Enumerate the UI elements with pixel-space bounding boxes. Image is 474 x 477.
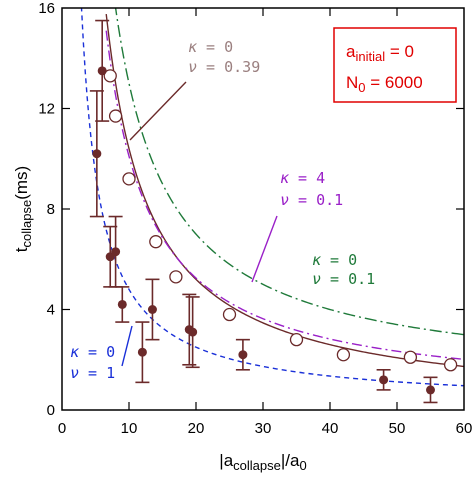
leader-kappa0-nu039 bbox=[129, 81, 187, 141]
simulation-point bbox=[149, 235, 163, 249]
info-box-frame bbox=[333, 27, 457, 103]
experimental-point bbox=[376, 368, 391, 391]
experimental-point bbox=[89, 90, 104, 218]
experimental-point bbox=[145, 278, 160, 341]
experimental-dot bbox=[147, 305, 157, 314]
simulation-point bbox=[443, 358, 458, 372]
experimental-dot bbox=[117, 299, 127, 309]
experimental-point bbox=[135, 321, 150, 384]
y-tick-label: 8 bbox=[47, 201, 55, 218]
svg-text:ν = 1: ν = 1 bbox=[70, 364, 115, 382]
experimental-point bbox=[235, 338, 250, 371]
simulation-point bbox=[103, 69, 117, 83]
info-box: ainitial = 0 N0 = 6000 bbox=[333, 27, 457, 103]
simulation-markers bbox=[103, 69, 458, 372]
y-tick-label: 12 bbox=[38, 101, 55, 118]
info-box-line2: N0 = 6000 bbox=[346, 73, 423, 95]
curve-kappa0-nu01 bbox=[114, 8, 464, 336]
experimental-point bbox=[185, 296, 200, 369]
curve-kappa4-nu01 bbox=[105, 30, 464, 361]
experimental-point bbox=[115, 286, 130, 323]
experimental-dot bbox=[97, 66, 107, 76]
simulation-point bbox=[122, 172, 136, 186]
simulation-point bbox=[169, 270, 183, 284]
experimental-point bbox=[95, 19, 110, 122]
x-tick-label: 10 bbox=[121, 420, 138, 437]
x-tick-label: 0 bbox=[58, 420, 66, 437]
experimental-dot bbox=[111, 247, 121, 257]
x-tick-label: 40 bbox=[322, 420, 339, 437]
experimental-dot bbox=[238, 350, 248, 360]
annotation-kappa0-nu1: κ = 0 ν = 1 bbox=[70, 343, 115, 382]
simulation-point bbox=[403, 350, 418, 364]
svg-text:ν = 0.1: ν = 0.1 bbox=[280, 191, 343, 209]
svg-text:ν = 0.39: ν = 0.39 bbox=[188, 58, 260, 76]
x-tick-label: 60 bbox=[456, 420, 473, 437]
annotation-leaders bbox=[121, 81, 278, 367]
axis-ticks: 0 10 20 30 40 50 60 0 4 8 12 16 bbox=[38, 0, 472, 437]
y-tick-label: 16 bbox=[38, 0, 55, 17]
y-tick-label: 4 bbox=[47, 302, 55, 319]
annotation-kappa0-nu01: κ = 0 ν = 0.1 bbox=[312, 251, 375, 288]
experimental-dot bbox=[137, 347, 147, 357]
curve-kappa0-nu1 bbox=[80, 8, 464, 387]
svg-text:κ = 0: κ = 0 bbox=[188, 38, 233, 56]
simulation-point bbox=[108, 109, 123, 123]
x-tick-label: 50 bbox=[389, 420, 406, 437]
experimental-markers bbox=[89, 19, 438, 404]
leader-kappa0-nu1 bbox=[121, 325, 133, 367]
simulation-point bbox=[336, 348, 351, 362]
svg-text:ν = 0.1: ν = 0.1 bbox=[312, 270, 375, 288]
svg-text:κ = 0: κ = 0 bbox=[312, 251, 357, 269]
experimental-dot bbox=[188, 327, 198, 337]
svg-text:κ = 4: κ = 4 bbox=[280, 169, 325, 187]
y-tick-label: 0 bbox=[47, 402, 55, 419]
simulation-point bbox=[222, 307, 237, 322]
simulation-point bbox=[289, 332, 304, 347]
y-axis-label: tcollapse(ms) bbox=[12, 166, 34, 252]
leader-kappa4-nu01 bbox=[251, 215, 278, 283]
x-tick-label: 20 bbox=[188, 420, 205, 437]
x-tick-label: 30 bbox=[255, 420, 272, 437]
experimental-dot bbox=[92, 149, 102, 159]
x-axis-label: |acollapse|/a0 bbox=[219, 451, 306, 473]
annotation-kappa4-nu01: κ = 4 ν = 0.1 bbox=[280, 169, 343, 209]
svg-text:κ = 0: κ = 0 bbox=[70, 343, 115, 361]
info-box-line1: ainitial = 0 bbox=[346, 42, 414, 64]
experimental-point bbox=[423, 376, 438, 404]
experimental-dot bbox=[379, 375, 389, 385]
annotation-kappa0-nu039: κ = 0 ν = 0.39 bbox=[188, 38, 260, 76]
experimental-dot bbox=[426, 385, 435, 395]
